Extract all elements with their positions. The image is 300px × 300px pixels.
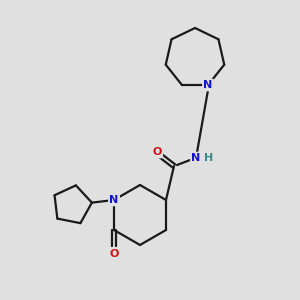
Text: H: H	[204, 153, 214, 163]
Text: O: O	[152, 147, 162, 157]
Text: O: O	[109, 249, 119, 259]
Text: N: N	[203, 80, 213, 90]
Text: N: N	[110, 195, 118, 205]
Text: N: N	[191, 153, 201, 163]
